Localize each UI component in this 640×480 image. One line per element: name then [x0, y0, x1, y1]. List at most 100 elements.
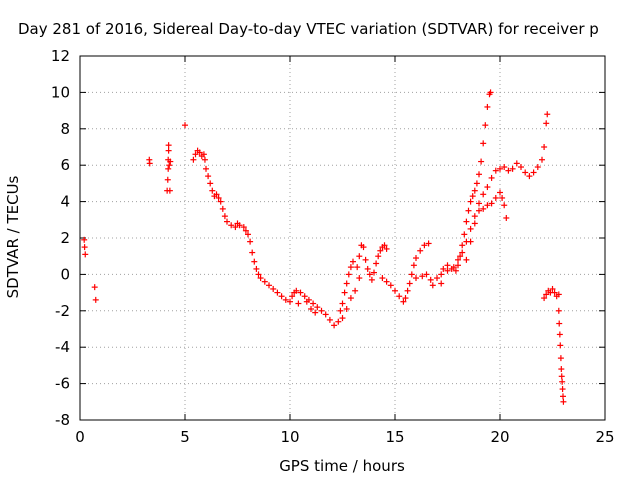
- data-point: [146, 160, 153, 167]
- data-point: [484, 202, 491, 209]
- data-point: [350, 258, 356, 265]
- x-tick-label: 15: [385, 428, 404, 446]
- data-point: [167, 158, 174, 165]
- data-point: [326, 316, 333, 323]
- data-point: [221, 213, 228, 220]
- data-point: [245, 231, 251, 238]
- data-point: [463, 256, 470, 263]
- data-point: [408, 271, 415, 278]
- data-point: [165, 165, 172, 172]
- data-point: [224, 218, 230, 225]
- data-point: [201, 156, 208, 163]
- data-point: [555, 291, 562, 298]
- data-point: [539, 156, 545, 163]
- data-point: [352, 287, 359, 294]
- data-point: [471, 187, 478, 194]
- x-axis-label: GPS time / hours: [279, 457, 405, 475]
- data-point: [499, 194, 506, 201]
- data-point: [166, 162, 173, 169]
- data-point: [488, 200, 495, 207]
- data-point: [242, 227, 249, 234]
- data-point: [217, 198, 224, 205]
- data-point: [362, 256, 369, 263]
- data-point: [497, 165, 503, 172]
- data-point: [557, 355, 564, 362]
- data-point: [410, 262, 417, 269]
- data-points: [81, 89, 567, 405]
- data-point: [303, 298, 310, 305]
- data-point: [247, 238, 254, 245]
- data-point: [427, 276, 434, 283]
- y-axis-label: SDTVAR / TECUs: [4, 175, 22, 298]
- data-point: [513, 160, 520, 167]
- chart-title: Day 281 of 2016, Sidereal Day-to-day VTE…: [18, 20, 599, 38]
- data-point: [471, 213, 478, 220]
- data-point: [274, 289, 281, 296]
- x-tick-label: 10: [280, 428, 299, 446]
- data-point: [339, 315, 346, 322]
- data-point: [251, 258, 258, 265]
- data-point: [331, 322, 338, 329]
- data-point: [534, 164, 541, 171]
- axis-ticks: 0 5 10 15 20 25 -8 -6 -4 -2 0 2 4 6 8 10 12: [51, 47, 615, 446]
- data-point: [480, 205, 487, 212]
- data-point: [425, 240, 432, 247]
- y-tick-label: 2: [60, 229, 70, 247]
- data-point: [429, 282, 436, 289]
- data-point: [417, 247, 424, 254]
- data-point: [438, 280, 445, 287]
- data-point: [253, 265, 260, 272]
- data-point: [383, 278, 390, 285]
- data-point: [356, 253, 363, 260]
- data-point: [413, 275, 419, 282]
- data-point: [558, 366, 565, 373]
- data-point: [471, 220, 478, 227]
- data-point: [476, 171, 482, 178]
- x-tick-label: 5: [180, 428, 190, 446]
- data-point: [308, 305, 314, 312]
- data-point: [480, 191, 487, 198]
- y-tick-label: -4: [55, 338, 70, 356]
- data-point: [484, 184, 491, 191]
- data-point: [164, 176, 171, 183]
- data-point: [492, 194, 499, 201]
- data-point: [257, 275, 264, 282]
- data-point: [196, 149, 203, 156]
- data-point: [192, 151, 199, 158]
- data-point: [270, 285, 277, 292]
- data-point: [213, 191, 220, 198]
- data-point: [544, 111, 551, 118]
- data-point: [444, 262, 451, 269]
- data-point: [487, 89, 494, 96]
- data-point: [560, 393, 566, 400]
- data-point: [434, 275, 440, 282]
- data-point: [182, 122, 188, 129]
- data-point: [207, 180, 214, 187]
- data-point: [377, 247, 384, 254]
- data-point: [255, 271, 262, 278]
- y-tick-label: 8: [60, 120, 70, 138]
- y-tick-label: 0: [60, 265, 70, 283]
- data-point: [452, 267, 459, 274]
- data-point: [337, 307, 344, 314]
- data-point: [492, 167, 499, 174]
- x-tick-label: 0: [75, 428, 85, 446]
- data-point: [559, 378, 566, 385]
- data-point: [440, 265, 447, 272]
- data-point: [335, 318, 342, 325]
- data-point: [339, 300, 346, 307]
- data-point: [82, 251, 89, 258]
- data-point: [543, 291, 550, 298]
- data-point: [289, 293, 296, 300]
- data-point: [406, 280, 413, 287]
- data-point: [461, 231, 468, 238]
- data-point: [347, 295, 354, 302]
- data-point: [558, 373, 565, 380]
- data-point: [375, 253, 382, 260]
- data-point: [392, 287, 398, 294]
- data-point: [522, 169, 529, 176]
- data-point: [266, 282, 272, 289]
- data-point: [190, 156, 197, 163]
- data-point: [560, 398, 567, 405]
- data-point: [459, 249, 466, 256]
